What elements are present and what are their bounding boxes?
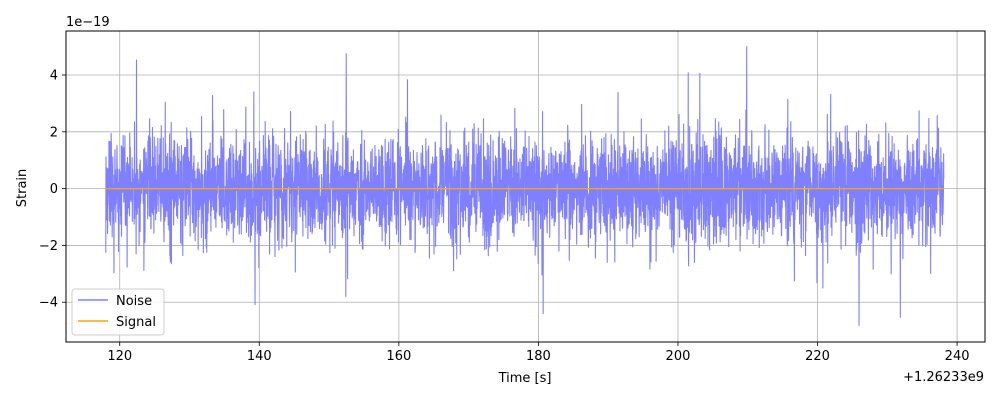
noise-series-line (105, 46, 945, 327)
x-tick-label: 220 (805, 349, 830, 364)
x-tick-label: 200 (666, 349, 691, 364)
legend: Noise Signal (71, 288, 165, 336)
legend-noise-label: Noise (116, 294, 152, 309)
y-tick-label: −4 (39, 296, 58, 311)
x-tick-label: 160 (386, 349, 411, 364)
y-tick-label: 4 (50, 69, 58, 84)
y-tick-label: 2 (50, 125, 58, 140)
y-tick-label: 0 (50, 182, 58, 197)
y-scale-label: 1e−19 (66, 15, 110, 30)
plot-area (105, 46, 945, 327)
axis-ticks: 120 140 160 180 200 220 240 −4 −2 0 2 4 (39, 69, 970, 364)
y-axis-label: Strain (15, 169, 30, 208)
x-tick-label: 240 (945, 349, 970, 364)
plot-frame (65, 30, 986, 343)
x-tick-label: 120 (107, 349, 132, 364)
legend-signal-label: Signal (116, 315, 156, 330)
x-tick-label: 140 (247, 349, 272, 364)
x-axis-label: Time [s] (498, 371, 552, 386)
y-tick-label: −2 (39, 239, 58, 254)
x-tick-label: 180 (526, 349, 551, 364)
x-offset-label: +1.26233e9 (903, 370, 984, 385)
